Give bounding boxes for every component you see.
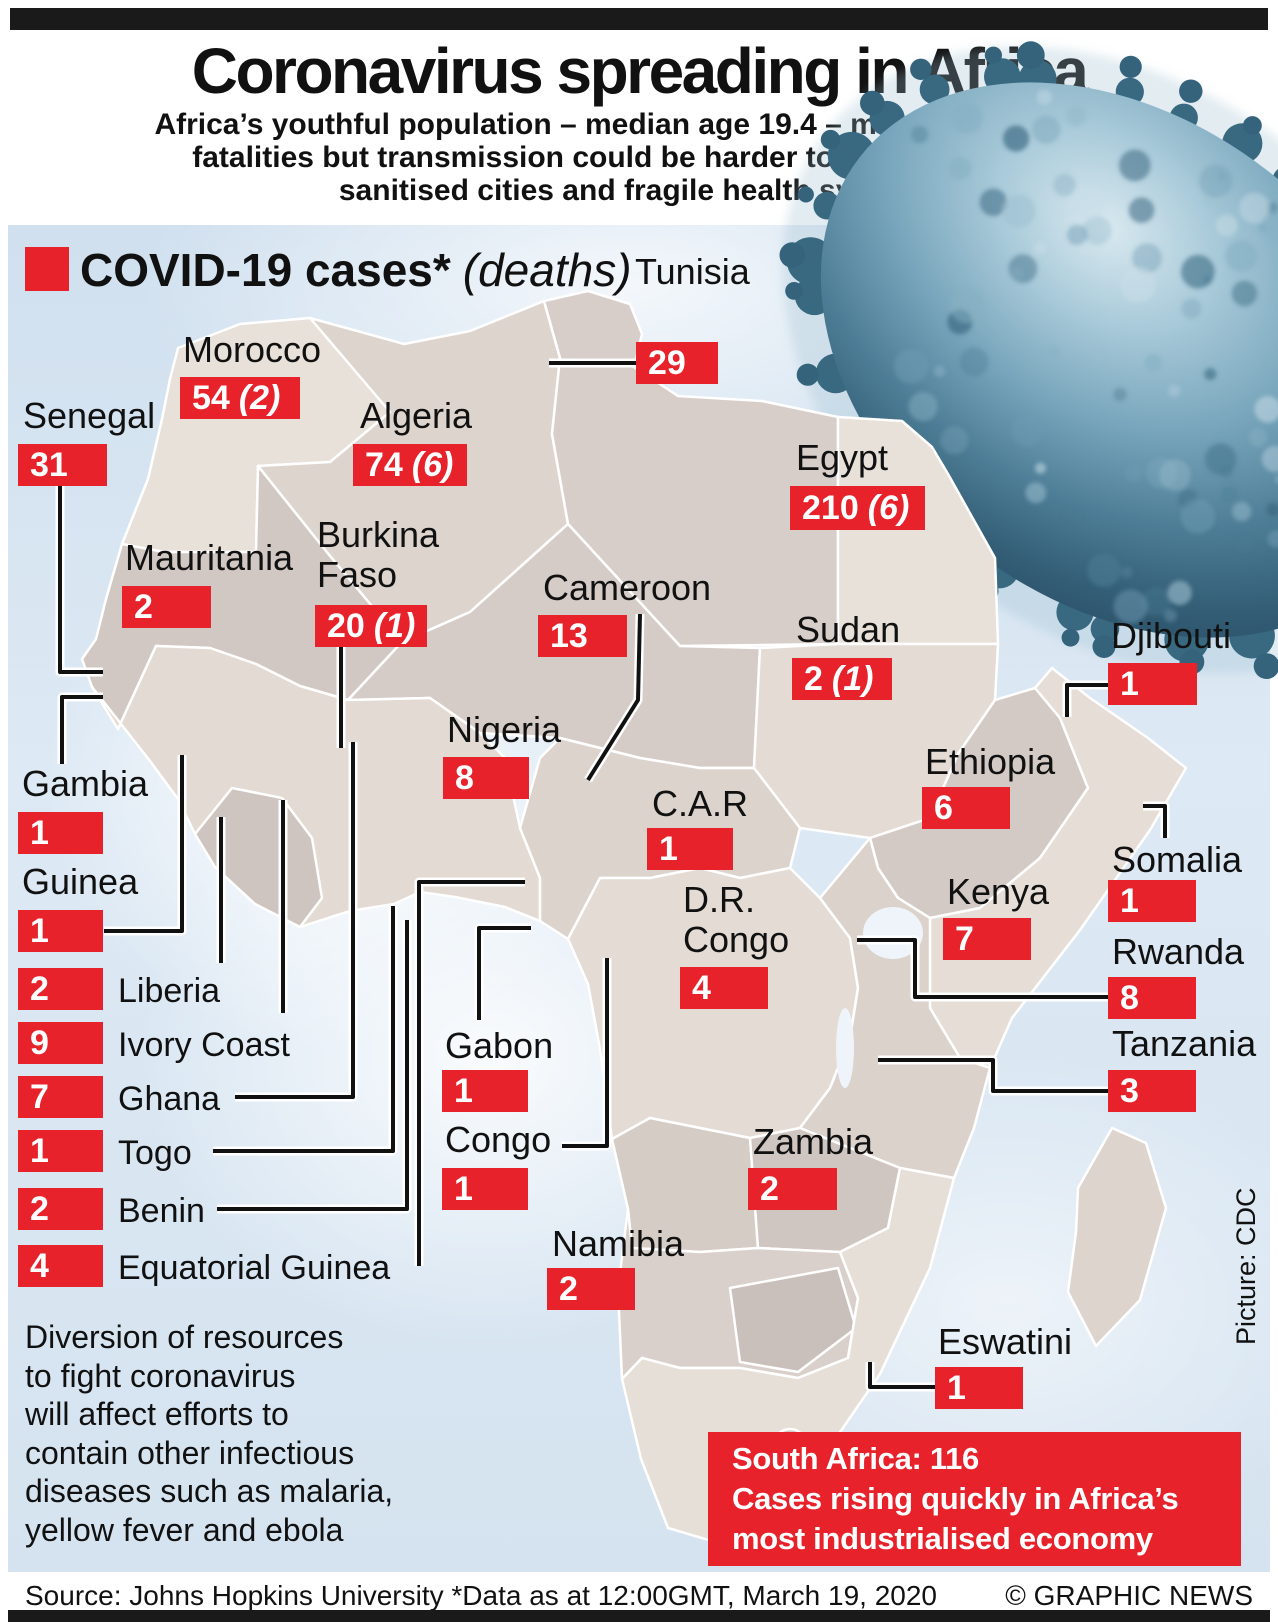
case-box-tunisia: 29: [636, 342, 718, 384]
footer-credit: © GRAPHIC NEWS: [1005, 1580, 1253, 1611]
case-box-car: 1: [647, 828, 733, 870]
country-label-nigeria: Nigeria: [447, 709, 562, 750]
case-box-senegal: 31: [18, 444, 107, 486]
country-label-djibouti: Djibouti: [1111, 615, 1232, 656]
case-box-zambia: 2: [748, 1168, 837, 1210]
country-label-morocco: Morocco: [183, 329, 322, 370]
country-label-gambia: Gambia: [22, 763, 149, 804]
country-label-tanzania: Tanzania: [1112, 1023, 1257, 1064]
case-box-tanzania: 3: [1108, 1070, 1196, 1112]
case-box-gambia: 1: [18, 812, 103, 854]
case-box-benin: 2: [18, 1188, 103, 1230]
country-label-egypt: Egypt: [796, 437, 889, 478]
country-label-ghana: Ghana: [118, 1080, 221, 1118]
case-box-kenya: 7: [943, 918, 1031, 960]
country-label-congo: Congo: [445, 1119, 552, 1160]
country-label-rwanda: Rwanda: [1112, 931, 1245, 972]
south-africa-text: South Africa: 116 Cases rising quickly i…: [732, 1441, 1179, 1556]
country-label-mauritania: Mauritania: [125, 537, 294, 578]
country-label-tunisia: Tunisia: [635, 251, 750, 292]
case-box-ghana: 7: [18, 1076, 103, 1118]
case-box-ivory-coast: 9: [18, 1022, 103, 1064]
country-label-togo: Togo: [118, 1134, 192, 1172]
top-rule: [10, 8, 1268, 30]
footer-source: Source: Johns Hopkins University *Data a…: [25, 1580, 937, 1611]
country-label-namibia: Namibia: [552, 1223, 685, 1264]
case-box-burkina-faso: 20 (1): [315, 605, 427, 647]
country-label-guinea: Guinea: [22, 861, 139, 902]
case-box-djibouti: 1: [1108, 663, 1197, 705]
country-label-eswatini: Eswatini: [938, 1321, 1073, 1362]
case-box-somalia: 1: [1108, 880, 1196, 922]
legend-deaths-label: (deaths): [462, 244, 632, 296]
country-label-somalia: Somalia: [1112, 839, 1243, 880]
case-box-sudan: 2 (1): [792, 658, 892, 700]
bottom-rule: [8, 1610, 1270, 1622]
country-label-algeria: Algeria: [360, 395, 473, 436]
case-box-eswatini: 1: [935, 1367, 1023, 1409]
south-africa-callout: South Africa: 116 Cases rising quickly i…: [708, 1432, 1241, 1566]
case-box-guinea: 1: [18, 910, 103, 952]
country-label-cameroon: Cameroon: [543, 567, 712, 608]
case-box-gabon: 1: [442, 1070, 528, 1112]
leader-lines: [58, 361, 1167, 1389]
country-label-car: C.A.R: [652, 783, 749, 824]
case-box-morocco: 54 (2): [180, 377, 300, 419]
legend-label: COVID-19 cases* (deaths): [80, 243, 632, 297]
country-label-dr-congo: D.R. Congo: [683, 879, 790, 960]
country-label-kenya: Kenya: [947, 871, 1050, 912]
case-box-dr-congo: 4: [680, 967, 768, 1009]
case-box-ethiopia: 6: [922, 787, 1010, 829]
case-box-cameroon: 13: [538, 615, 627, 657]
country-label-zambia: Zambia: [753, 1121, 874, 1162]
case-box-mauritania: 2: [122, 586, 211, 628]
country-label-benin: Benin: [118, 1192, 205, 1230]
country-label-senegal: Senegal: [23, 395, 156, 436]
case-box-nigeria: 8: [443, 757, 529, 799]
country-label-sudan: Sudan: [796, 609, 901, 650]
country-label-ethiopia: Ethiopia: [925, 741, 1056, 782]
case-box-egypt: 210 (6): [790, 486, 925, 530]
legend-cases-label: COVID-19 cases*: [80, 244, 451, 296]
case-box-namibia: 2: [547, 1268, 635, 1310]
country-label-gabon: Gabon: [445, 1025, 554, 1066]
picture-credit: Picture: CDC: [1231, 1187, 1261, 1345]
case-box-liberia: 2: [18, 968, 103, 1010]
case-box-equatorial-guinea: 4: [18, 1245, 103, 1287]
case-box-algeria: 74 (6): [353, 444, 467, 486]
case-box-rwanda: 8: [1108, 977, 1196, 1019]
note-text: Diversion of resources to fight coronavi…: [25, 1319, 394, 1548]
country-label-liberia: Liberia: [118, 972, 221, 1010]
country-label-burkina-faso: Burkina Faso: [317, 514, 440, 595]
country-label-ivory-coast: Ivory Coast: [118, 1026, 290, 1064]
case-box-congo: 1: [442, 1168, 528, 1210]
case-box-togo: 1: [18, 1130, 103, 1172]
country-label-equatorial-guinea: Equatorial Guinea: [118, 1249, 391, 1287]
legend-swatch: [25, 247, 69, 291]
